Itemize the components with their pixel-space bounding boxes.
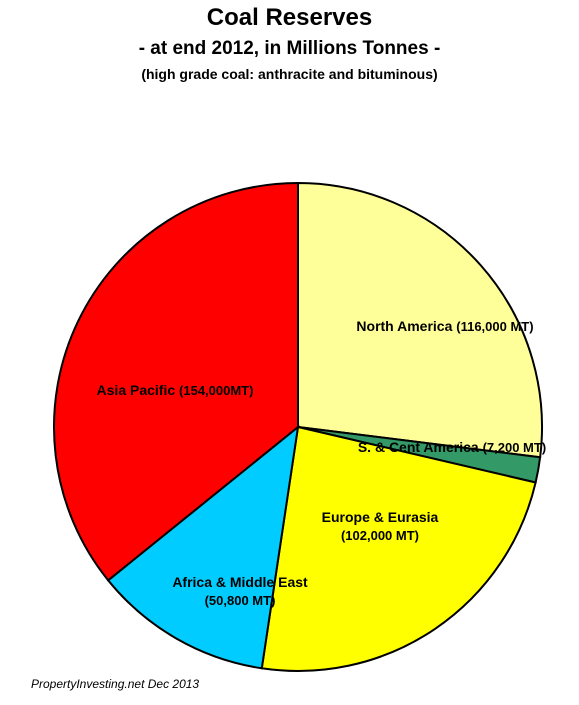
value-label: (50,800 MT) (204, 593, 276, 608)
category-label: North America (356, 318, 453, 334)
category-label: Asia Pacific (96, 382, 176, 398)
chart-title: Coal Reserves (206, 4, 373, 31)
pie-slice (53, 181, 299, 582)
pie-slice (106, 424, 300, 670)
value-label: (102,000 MT) (340, 528, 420, 543)
pie-slice (260, 425, 537, 672)
value-label: (116,000 MT) (456, 319, 534, 334)
slice-label: Asia Pacific (154,000MT) (70, 381, 280, 400)
chart-subtitle: - at end 2012, in Millions Tonnes - (138, 38, 441, 59)
slice-label: S. & Cent America (7,200 MT) (352, 438, 552, 457)
value-label: (7,200 MT) (482, 440, 547, 455)
category-label: Africa & Middle East (172, 574, 308, 590)
chart-note: (high grade coal: anthracite and bitumin… (141, 66, 438, 82)
category-label: S. & Cent America (357, 439, 479, 455)
value-label: (154,000MT) (179, 383, 254, 398)
category-label: Europe & Eurasia (321, 509, 439, 525)
slice-label: Europe & Eurasia (102,000 MT) (300, 508, 460, 545)
slice-label: North America (116,000 MT) (330, 317, 560, 336)
footer: PropertyInvesting.net Dec 2013 (31, 677, 200, 691)
pie-slice (297, 181, 543, 459)
slice-label: Africa & Middle East (50,800 MT) (170, 573, 310, 610)
